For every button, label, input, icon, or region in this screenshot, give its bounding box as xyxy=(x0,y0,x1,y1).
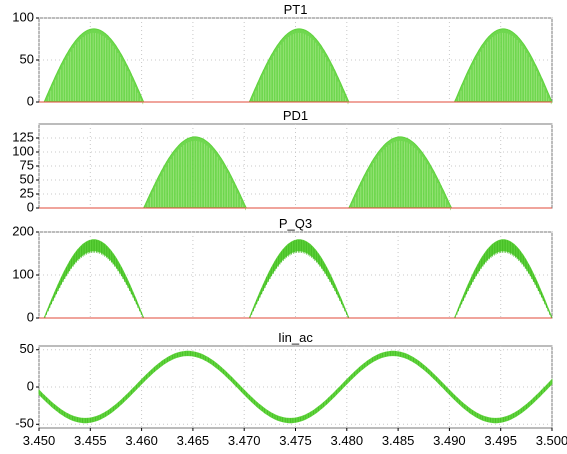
panel-pt1: PT1 0 50 100 xyxy=(12,2,553,108)
panel-title: Iin_ac xyxy=(278,330,313,345)
x-tick-label: 3.480 xyxy=(331,433,364,448)
sinusoid-ripple xyxy=(38,351,553,423)
panel-title: P_Q3 xyxy=(279,216,312,231)
x-tick-label: 3.470 xyxy=(228,433,261,448)
y-tick-label: 50 xyxy=(20,341,34,356)
y-tick-label: 0 xyxy=(27,378,34,393)
pulse-area xyxy=(143,136,248,209)
x-tick-label: 3.485 xyxy=(382,433,415,448)
x-tick-label: 3.495 xyxy=(484,433,517,448)
x-tick-label: 3.450 xyxy=(23,433,56,448)
panel-iin-ac: Iin_ac -50 0 50 3.450 3.455 3.460 3.465 3.470 3.4… xyxy=(15,330,567,448)
x-tick-label: 3.455 xyxy=(74,433,107,448)
pulse-area xyxy=(348,136,453,209)
y-tick-label: 0 xyxy=(27,199,34,214)
y-tick-label: 25 xyxy=(20,185,34,200)
pulse-ripple xyxy=(44,239,144,319)
x-tick-label: 3.475 xyxy=(279,433,312,448)
y-tick-label: -50 xyxy=(15,416,34,431)
y-tick-label: 0 xyxy=(27,93,34,108)
y-tick-label: 200 xyxy=(12,223,34,238)
pulse-ripple xyxy=(249,239,349,319)
panel-title: PT1 xyxy=(284,2,308,17)
y-tick-label: 100 xyxy=(12,9,34,24)
pulse-area xyxy=(248,28,350,103)
pulse-ripple xyxy=(454,239,552,319)
pulse-area xyxy=(453,28,553,103)
panel-p-q3: P_Q3 0 100 200 xyxy=(12,216,553,324)
y-tick-label: 0 xyxy=(27,309,34,324)
x-tick-label: 3.465 xyxy=(177,433,210,448)
y-tick-label: 75 xyxy=(20,157,34,172)
x-tick-label: 3.500 xyxy=(536,433,567,448)
y-tick-label: 125 xyxy=(12,129,34,144)
pulse-area xyxy=(43,28,145,103)
y-tick-label: 50 xyxy=(20,51,34,66)
x-tick-label: 3.460 xyxy=(125,433,158,448)
y-tick-label: 100 xyxy=(12,143,34,158)
x-tick-label: 3.490 xyxy=(433,433,466,448)
y-tick-label: 50 xyxy=(20,171,34,186)
y-tick-label: 100 xyxy=(12,266,34,281)
panel-title: PD1 xyxy=(283,108,308,123)
